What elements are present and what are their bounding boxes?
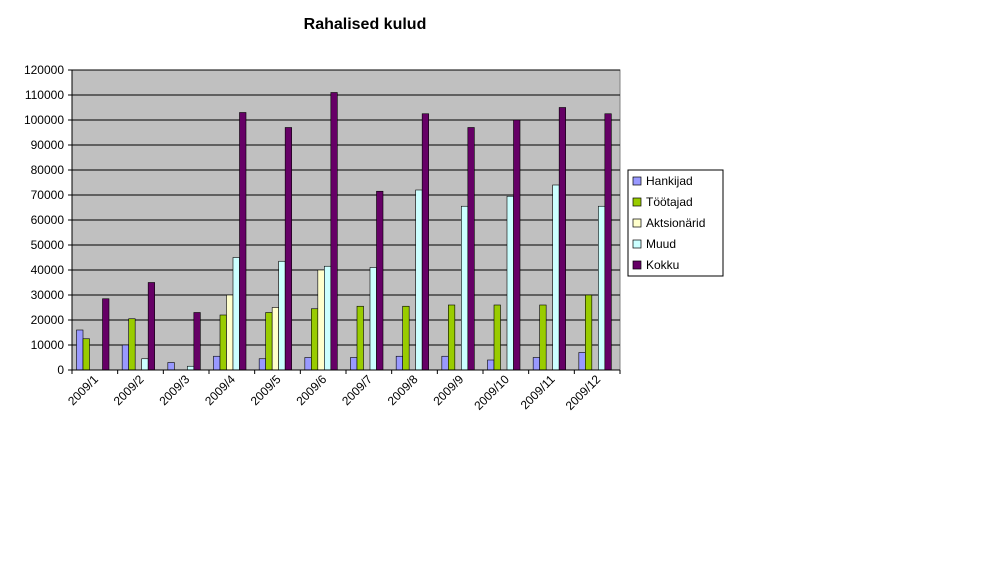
x-tick-label: 2009/6 xyxy=(293,372,329,408)
y-tick-label: 110000 xyxy=(25,88,64,102)
legend-swatch-hankijad xyxy=(632,176,642,186)
x-tick-label: 2009/9 xyxy=(430,372,466,408)
x-tick-label: 2009/11 xyxy=(518,372,558,412)
x-tick-label: 2009/3 xyxy=(156,372,192,408)
y-tick-label: 80000 xyxy=(31,163,65,177)
x-tick-label: 2009/4 xyxy=(202,372,238,408)
legend-label-muud: Muud xyxy=(646,237,676,251)
bar-kokku-2009-4 xyxy=(239,112,247,371)
bar-kokku-2009-3 xyxy=(193,312,201,371)
bar-kokku-2009-7 xyxy=(376,190,384,371)
bar-töötajad-2009-4 xyxy=(219,314,227,371)
y-tick-label: 100000 xyxy=(24,113,64,127)
bar-töötajad-2009-6 xyxy=(311,308,319,371)
bar-töötajad-2009-5 xyxy=(265,312,273,371)
plot-area xyxy=(71,69,621,371)
legend-label-hankijad: Hankijad xyxy=(646,174,693,188)
bar-hankijad-2009-10 xyxy=(487,359,495,371)
y-tick-label: 0 xyxy=(57,363,64,377)
x-tick-label: 2009/12 xyxy=(563,372,604,413)
bar-kokku-2009-8 xyxy=(421,113,429,371)
legend-swatch-töötajad xyxy=(632,197,642,207)
x-tick-label: 2009/8 xyxy=(385,372,421,408)
bar-kokku-2009-10 xyxy=(513,119,521,371)
bar-muud-2009-12 xyxy=(598,205,606,371)
y-tick-label: 10000 xyxy=(31,338,65,352)
bar-hankijad-2009-12 xyxy=(578,352,586,371)
legend-label-kokku: Kokku xyxy=(646,258,679,272)
bar-hankijad-2009-7 xyxy=(350,357,358,371)
x-tick-label: 2009/10 xyxy=(471,372,512,413)
bar-muud-2009-9 xyxy=(461,205,469,371)
y-tick-label: 50000 xyxy=(31,238,65,252)
legend-box xyxy=(627,169,724,277)
bar-muud-2009-6 xyxy=(324,265,332,371)
bar-kokku-2009-2 xyxy=(147,282,155,371)
bar-kokku-2009-11 xyxy=(558,107,566,371)
y-tick-label: 20000 xyxy=(31,313,65,327)
bar-hankijad-2009-2 xyxy=(121,344,129,371)
y-tick-label: 40000 xyxy=(31,263,65,277)
bar-muud-2009-2 xyxy=(141,358,149,371)
bar-aktsionärid-2009-5 xyxy=(271,307,279,371)
bar-hankijad-2009-6 xyxy=(304,357,312,371)
bar-kokku-2009-9 xyxy=(467,127,475,371)
bar-hankijad-2009-9 xyxy=(441,355,449,371)
y-tick-label: 120000 xyxy=(24,63,64,77)
bar-aktsionärid-2009-4 xyxy=(226,294,234,371)
bar-muud-2009-5 xyxy=(278,260,286,371)
legend-swatch-aktsionärid xyxy=(632,218,642,228)
legend-swatch-kokku xyxy=(632,260,642,270)
bar-hankijad-2009-3 xyxy=(167,362,175,371)
x-tick-label: 2009/1 xyxy=(65,372,101,408)
bar-hankijad-2009-11 xyxy=(532,357,540,371)
bar-töötajad-2009-11 xyxy=(539,304,547,371)
bar-kokku-2009-1 xyxy=(102,298,110,371)
bar-muud-2009-7 xyxy=(369,267,377,371)
bar-töötajad-2009-10 xyxy=(493,304,501,371)
bar-hankijad-2009-4 xyxy=(213,355,221,371)
y-tick-label: 90000 xyxy=(31,138,65,152)
chart-title: Rahalised kulud xyxy=(303,16,427,33)
bar-töötajad-2009-8 xyxy=(402,305,410,371)
bar-hankijad-2009-8 xyxy=(395,355,403,371)
bar-aktsionärid-2009-6 xyxy=(317,269,325,371)
y-tick-label: 70000 xyxy=(31,188,65,202)
bar-töötajad-2009-9 xyxy=(448,304,456,371)
y-tick-label: 60000 xyxy=(31,213,65,227)
bar-hankijad-2009-5 xyxy=(258,358,266,371)
bar-muud-2009-10 xyxy=(506,195,514,371)
legend-label-töötajad: Töötajad xyxy=(646,195,693,209)
bar-muud-2009-4 xyxy=(232,257,240,371)
bar-hankijad-2009-1 xyxy=(76,329,84,371)
bar-muud-2009-3 xyxy=(187,365,195,371)
x-tick-label: 2009/7 xyxy=(339,372,375,408)
bar-muud-2009-8 xyxy=(415,189,423,371)
bar-töötajad-2009-2 xyxy=(128,318,136,371)
legend-label-aktsionärid: Aktsionärid xyxy=(646,216,705,230)
bar-muud-2009-11 xyxy=(552,184,560,371)
legend-swatch-muud xyxy=(632,239,642,249)
bar-töötajad-2009-7 xyxy=(356,305,364,371)
y-tick-label: 30000 xyxy=(31,288,65,302)
x-tick-label: 2009/2 xyxy=(111,372,147,408)
bar-töötajad-2009-1 xyxy=(82,338,90,371)
legend: Hankijad Töötajad Aktsionärid Muud Kokku xyxy=(627,169,724,277)
bar-kokku-2009-6 xyxy=(330,92,338,371)
bar-töötajad-2009-12 xyxy=(585,294,593,371)
bar-kokku-2009-5 xyxy=(284,127,292,371)
bar-kokku-2009-12 xyxy=(604,113,612,371)
x-tick-label: 2009/5 xyxy=(248,372,284,408)
